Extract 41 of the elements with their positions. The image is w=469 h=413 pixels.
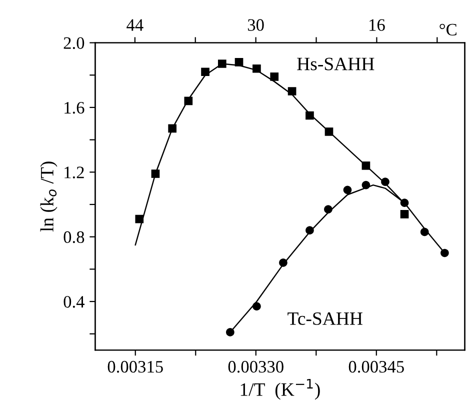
point: [168, 124, 176, 133]
series-label: Tc-SAHH: [288, 312, 362, 325]
point: [381, 178, 390, 186]
point: [362, 180, 370, 190]
y-tick-label: 1.2: [64, 166, 84, 178]
point: [306, 111, 314, 120]
point: [184, 96, 193, 106]
point: [234, 58, 244, 66]
x-tick-label: 0.00330: [228, 360, 284, 373]
point: [306, 226, 314, 235]
x2-tick-label: 30: [248, 19, 264, 31]
point: [400, 210, 409, 218]
x-axis-title: 1/T (K$^{−1}$): [240, 378, 320, 400]
point: [201, 68, 210, 76]
series-label: Hs-SAHH: [297, 58, 374, 70]
x2-axis-title: °C: [440, 24, 456, 36]
point: [343, 186, 352, 194]
point: [135, 214, 144, 224]
point: [324, 128, 334, 136]
point: [252, 302, 261, 311]
x-tick-label: 0.00315: [108, 360, 163, 373]
y-tick-label: 0.8: [64, 231, 84, 244]
point: [440, 248, 449, 258]
point: [288, 87, 296, 96]
point: [362, 161, 370, 170]
x2-tick-label: 44: [126, 19, 144, 31]
y-axis-title: ln (k$_{o}$ /T): [40, 162, 58, 232]
point: [420, 228, 429, 236]
point: [151, 170, 160, 178]
y-tick-label: 0.4: [64, 296, 85, 308]
point: [270, 72, 279, 81]
y-tick-label: 2.0: [64, 37, 84, 50]
point: [324, 205, 332, 214]
point: [218, 60, 226, 68]
x-tick-label: 0.00345: [348, 360, 404, 373]
point: [279, 258, 288, 267]
point: [226, 328, 234, 336]
point: [252, 64, 261, 73]
y-tick-label: 1.6: [64, 102, 84, 114]
x2-tick-label: 16: [370, 19, 385, 31]
point: [400, 198, 409, 208]
